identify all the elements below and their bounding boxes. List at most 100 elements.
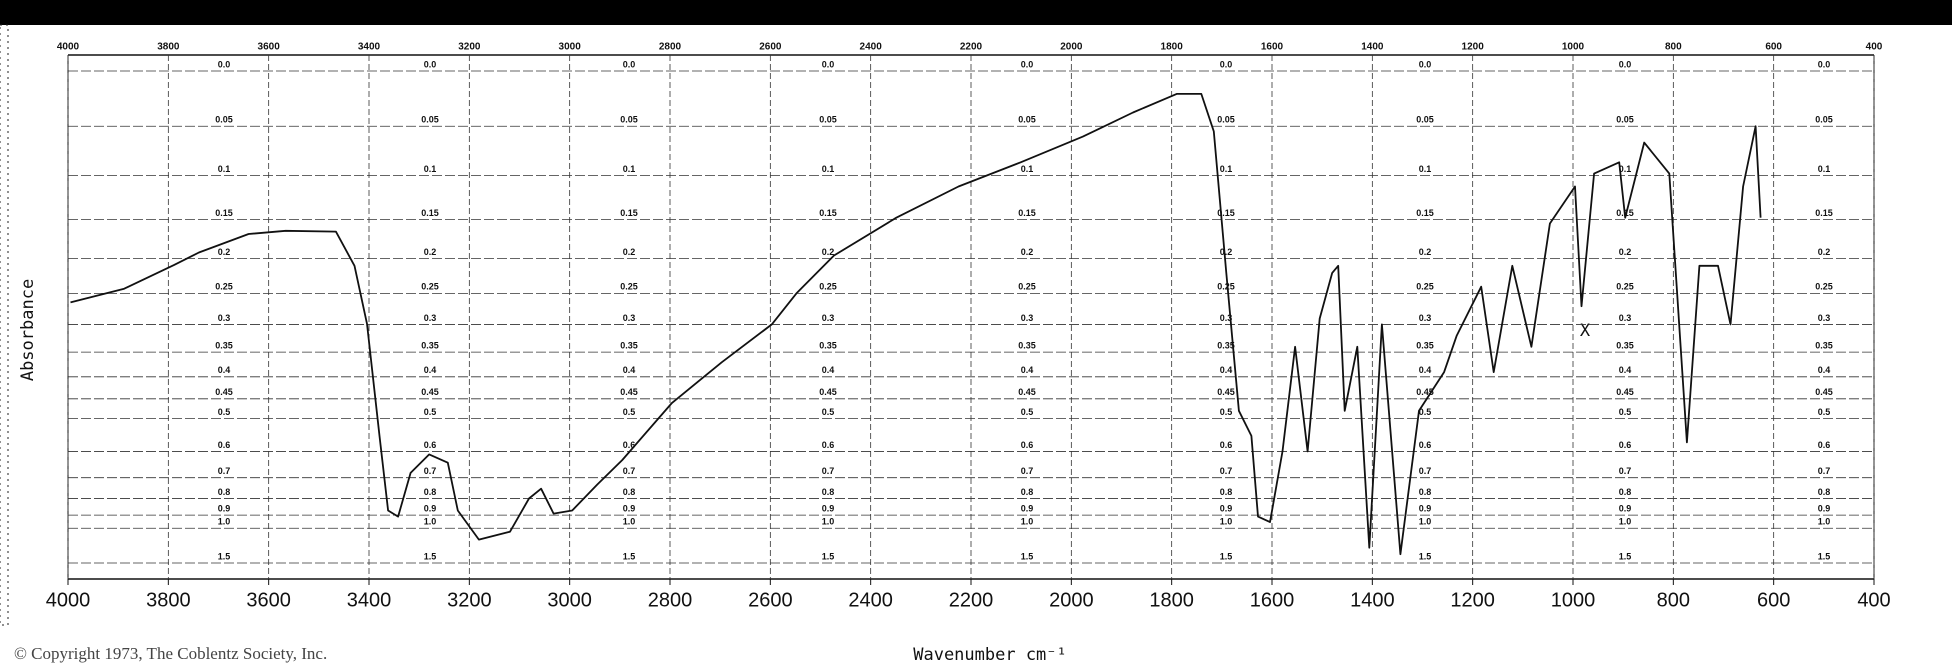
y-tick-label: 0.35 bbox=[215, 340, 233, 350]
y-tick-label: 0.7 bbox=[218, 466, 231, 476]
y-label-bg bbox=[814, 505, 842, 515]
y-label-bg bbox=[1611, 283, 1639, 293]
y-label-bg bbox=[416, 366, 444, 376]
y-tick-label: 0.2 bbox=[1220, 247, 1233, 257]
y-label-bg bbox=[416, 441, 444, 451]
x-tick-label-top: 2000 bbox=[1060, 42, 1083, 53]
y-tick-label: 0.05 bbox=[421, 115, 439, 125]
y-label-bg bbox=[1611, 61, 1639, 70]
y-label-bg bbox=[814, 342, 842, 352]
y-tick-label: 0.5 bbox=[218, 407, 231, 417]
y-label-bg bbox=[615, 366, 643, 376]
y-tick-label: 0.2 bbox=[1619, 247, 1632, 257]
y-tick-label: 0.3 bbox=[1021, 313, 1034, 323]
y-tick-label: 0.2 bbox=[1818, 247, 1831, 257]
y-label-bg bbox=[1212, 116, 1240, 126]
y-label-bg bbox=[1411, 518, 1439, 528]
y-label-bg bbox=[1411, 467, 1439, 477]
y-label-bg bbox=[416, 553, 444, 562]
y-tick-label: 0.25 bbox=[421, 282, 439, 292]
y-tick-label: 0.05 bbox=[1416, 115, 1434, 125]
y-tick-label: 0.0 bbox=[623, 59, 636, 69]
x-tick-label-top: 1000 bbox=[1562, 42, 1585, 53]
y-label-bg bbox=[615, 248, 643, 258]
y-label-bg bbox=[1810, 61, 1838, 70]
y-tick-label: 0.1 bbox=[822, 164, 835, 174]
y-tick-label: 1.0 bbox=[623, 517, 636, 527]
x-tick-label: 1600 bbox=[1250, 589, 1295, 611]
y-label-bg bbox=[210, 441, 238, 451]
y-label-bg bbox=[615, 441, 643, 451]
x-tick-label: 2800 bbox=[648, 589, 693, 611]
y-tick-label: 0.1 bbox=[623, 164, 636, 174]
y-tick-label: 1.0 bbox=[1619, 517, 1632, 527]
y-tick-label: 0.0 bbox=[218, 59, 231, 69]
y-tick-label: 1.0 bbox=[424, 517, 437, 527]
y-tick-label: 0.4 bbox=[1021, 365, 1034, 375]
y-tick-label: 0.3 bbox=[822, 313, 835, 323]
x-tick-label-top: 3600 bbox=[258, 42, 281, 53]
y-tick-label: 0.3 bbox=[1220, 313, 1233, 323]
y-tick-label: 0.2 bbox=[1021, 247, 1034, 257]
y-tick-label: 0.8 bbox=[1021, 487, 1034, 497]
y-label-bg bbox=[1611, 314, 1639, 324]
y-label-bg bbox=[210, 116, 238, 126]
copyright: © Copyright 1973, The Coblentz Society, … bbox=[14, 644, 327, 663]
y-label-bg bbox=[615, 408, 643, 418]
y-tick-label: 0.3 bbox=[218, 313, 231, 323]
x-tick-label-top: 1200 bbox=[1462, 42, 1485, 53]
x-tick-label: 3200 bbox=[447, 589, 492, 611]
y-label-bg bbox=[1013, 441, 1041, 451]
y-label-bg bbox=[1411, 441, 1439, 451]
y-tick-label: 1.0 bbox=[822, 517, 835, 527]
y-tick-label: 0.2 bbox=[1419, 247, 1432, 257]
y-label-bg bbox=[1013, 209, 1041, 219]
y-label-bg bbox=[1810, 116, 1838, 126]
y-tick-label: 0.4 bbox=[1619, 365, 1632, 375]
top-band bbox=[0, 0, 1952, 25]
y-tick-label: 0.05 bbox=[1815, 115, 1833, 125]
y-tick-label: 0.8 bbox=[424, 487, 437, 497]
y-tick-label: 0.9 bbox=[1021, 503, 1034, 513]
y-label-bg bbox=[615, 165, 643, 175]
y-label-bg bbox=[416, 165, 444, 175]
y-tick-label: 0.25 bbox=[1416, 282, 1434, 292]
y-tick-label: 0.25 bbox=[1018, 282, 1036, 292]
y-label-bg bbox=[1212, 505, 1240, 515]
y-label-bg bbox=[1013, 553, 1041, 562]
y-label-bg bbox=[1810, 366, 1838, 376]
y-label-bg bbox=[416, 314, 444, 324]
x-tick-label-top: 2200 bbox=[960, 42, 983, 53]
y-label-bg bbox=[814, 388, 842, 398]
y-label-bg bbox=[210, 248, 238, 258]
y-tick-label: 0.1 bbox=[1818, 164, 1831, 174]
y-label-bg bbox=[1810, 441, 1838, 451]
x-tick-label: 1000 bbox=[1551, 589, 1596, 611]
y-label-bg bbox=[1810, 408, 1838, 418]
y-tick-label: 0.5 bbox=[1220, 407, 1233, 417]
y-tick-label: 0.05 bbox=[620, 115, 638, 125]
y-axis-label: Absorbance bbox=[18, 279, 38, 381]
y-label-bg bbox=[1013, 366, 1041, 376]
y-label-bg bbox=[1810, 165, 1838, 175]
y-label-bg bbox=[1611, 366, 1639, 376]
x-tick-label: 1800 bbox=[1149, 589, 1194, 611]
y-tick-label: 0.8 bbox=[1619, 487, 1632, 497]
y-label-bg bbox=[1611, 467, 1639, 477]
y-tick-label: 0.25 bbox=[620, 282, 638, 292]
y-tick-label: 0.45 bbox=[1815, 387, 1833, 397]
y-tick-label: 0.6 bbox=[623, 440, 636, 450]
x-tick-label: 2000 bbox=[1049, 589, 1094, 611]
y-tick-label: 0.45 bbox=[620, 387, 638, 397]
y-tick-label: 0.6 bbox=[218, 440, 231, 450]
y-tick-label: 0.7 bbox=[1419, 466, 1432, 476]
x-tick-label-top: 3200 bbox=[458, 42, 481, 53]
y-tick-label: 0.7 bbox=[623, 466, 636, 476]
x-tick-label-top: 1600 bbox=[1261, 42, 1284, 53]
y-tick-label: 1.0 bbox=[1818, 517, 1831, 527]
y-label-bg bbox=[1212, 467, 1240, 477]
y-label-bg bbox=[416, 61, 444, 70]
y-tick-label: 1.5 bbox=[218, 551, 231, 561]
x-tick-label: 2600 bbox=[748, 589, 793, 611]
y-label-bg bbox=[814, 283, 842, 293]
